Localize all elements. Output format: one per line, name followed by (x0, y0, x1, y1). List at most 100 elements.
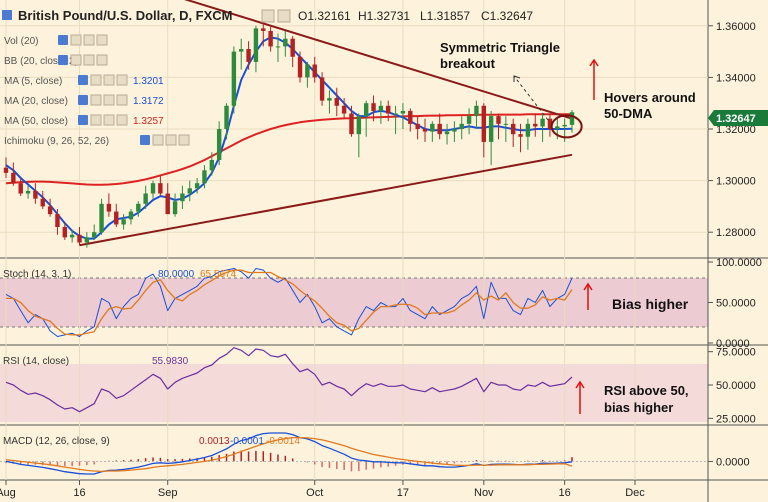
candle-body-59 (437, 123, 442, 135)
candle-body-55 (408, 110, 413, 124)
annotations-layer (513, 58, 599, 414)
stoch-up-arrow-head (583, 282, 593, 291)
legend-add-icon-2[interactable] (103, 74, 115, 86)
ohlc-close: C1.32647 (481, 9, 533, 23)
candle-body-12 (92, 232, 97, 238)
candle-body-60 (444, 131, 450, 135)
legend-add-icon-1[interactable] (83, 54, 95, 66)
x-tick-label-4: 17 (397, 487, 409, 499)
candle-body-43 (319, 77, 325, 101)
rsi-tick-label-1: 50.0000 (716, 380, 756, 392)
legend-visibility-icon-2[interactable] (78, 75, 88, 85)
legend-more-icon-3[interactable] (116, 94, 128, 106)
breakout-highlight-ellipse (550, 114, 583, 139)
header-settings-icon[interactable] (261, 9, 275, 23)
candle-body-70 (518, 134, 523, 137)
stoch-d-line (6, 269, 573, 336)
legend-label-1: BB (20, close, 2) (4, 56, 78, 67)
candle-body-47 (349, 113, 354, 135)
stoch-tick-label-1: 50.0000 (716, 298, 756, 310)
rsi-label-group: RSI (14, close) 55.9830 (3, 356, 189, 367)
candle-body-56 (415, 123, 420, 129)
macd-signal-value: -0.0014 (266, 436, 300, 447)
hovers-label-line-1: Hovers around (604, 90, 696, 105)
legend-settings-icon-5[interactable] (152, 134, 164, 146)
candle-body-14 (106, 203, 112, 212)
legend-settings-icon-0[interactable] (70, 34, 82, 46)
legend-row-3: MA (20, close) 1.3172 (4, 94, 164, 107)
stoch-label: Stoch (14, 3, 1) (3, 269, 71, 280)
legend-visibility-icon-4[interactable] (78, 115, 88, 125)
legend-visibility-icon-3[interactable] (78, 95, 88, 105)
candle-body-65 (481, 105, 486, 142)
collapse-toggle-icon[interactable] (2, 10, 12, 20)
x-tick-label-6: 16 (559, 487, 571, 499)
candle-body-21 (158, 183, 163, 194)
legend-more-icon-1[interactable] (96, 54, 108, 66)
rsi-up-arrow-head (575, 380, 585, 389)
legend-add-icon-4[interactable] (103, 114, 115, 126)
candle-body-61 (452, 129, 457, 132)
candle-body-37 (275, 46, 281, 48)
legend-add-icon-5[interactable] (165, 134, 177, 146)
legend-settings-icon-3[interactable] (90, 94, 102, 106)
candle-body-18 (136, 203, 141, 212)
header-chevron-icon[interactable] (277, 9, 291, 23)
stoch-label-group: Stoch (14, 3, 1) 80.0000 65.5674 (3, 269, 237, 280)
stoch-tick-label-0: 100.0000 (716, 257, 762, 269)
rsi-value: 55.9830 (152, 356, 189, 367)
stoch-overbought-oversold-band (0, 278, 708, 327)
candle-body-34 (253, 28, 259, 62)
candle-body-35 (261, 28, 266, 31)
macd-hist-value: 0.0013 (199, 436, 230, 447)
candle-body-36 (268, 30, 273, 47)
last-price-tag: 1.32647 (708, 110, 768, 126)
rsi-tick-label-0: 75.0000 (716, 347, 756, 359)
candle-body-29 (216, 129, 222, 160)
legend-more-icon-5[interactable] (178, 134, 190, 146)
legend-visibility-icon-1[interactable] (58, 55, 68, 65)
candle-body-39 (290, 38, 295, 57)
header-settings-buttons (261, 9, 291, 23)
legend-more-icon-2[interactable] (116, 74, 128, 86)
price-tick-label-1: 1.34000 (716, 72, 756, 84)
legend-more-icon-0[interactable] (96, 34, 108, 46)
legend-visibility-icon-0[interactable] (58, 35, 68, 45)
legend-visibility-icon-5[interactable] (140, 135, 150, 145)
price-tick-label-0: 1.36000 (716, 21, 756, 33)
candle-body-9 (69, 234, 75, 238)
legend-more-icon-4[interactable] (116, 114, 128, 126)
rsi-note-label: RSI above 50, bias higher (604, 383, 692, 415)
candle-body-46 (341, 105, 347, 114)
last-price-tag-bg (708, 110, 768, 126)
candle-body-8 (62, 227, 68, 238)
macd-tick-label-0: 0.0000 (716, 456, 750, 468)
candle-body-26 (194, 183, 200, 189)
ohlc-high: H1.32731 (358, 9, 410, 23)
macd-label-group: MACD (12, 26, close, 9) 0.0013 -0.0001 -… (3, 436, 300, 447)
triangle-breakout-label: Symmetric Triangle breakout (440, 40, 564, 71)
legend-add-icon-0[interactable] (83, 34, 95, 46)
candle-body-54 (400, 110, 406, 114)
hovers-label: Hovers around 50-DMA (604, 90, 699, 121)
legend-settings-icon-1[interactable] (70, 54, 82, 66)
candle-body-69 (510, 123, 516, 135)
candle-body-71 (525, 123, 531, 137)
legend-settings-icon-4[interactable] (90, 114, 102, 126)
ohlc-low: L1.31857 (420, 9, 470, 23)
price-tick-label-4: 1.28000 (716, 227, 756, 239)
candle-body-74 (547, 118, 553, 129)
candle-body-66 (488, 116, 494, 142)
candle-body-45 (334, 98, 339, 106)
legend-settings-icon-2[interactable] (90, 74, 102, 86)
price-tick-label-3: 1.30000 (716, 176, 756, 188)
rsi-tick-label-2: 25.0000 (716, 413, 756, 425)
candle-body-17 (128, 211, 134, 220)
triangle-upper-trendline (184, 0, 573, 120)
candle-body-20 (150, 183, 156, 194)
candle-body-28 (209, 159, 215, 171)
legend-add-icon-3[interactable] (103, 94, 115, 106)
candle-body-51 (378, 105, 384, 111)
